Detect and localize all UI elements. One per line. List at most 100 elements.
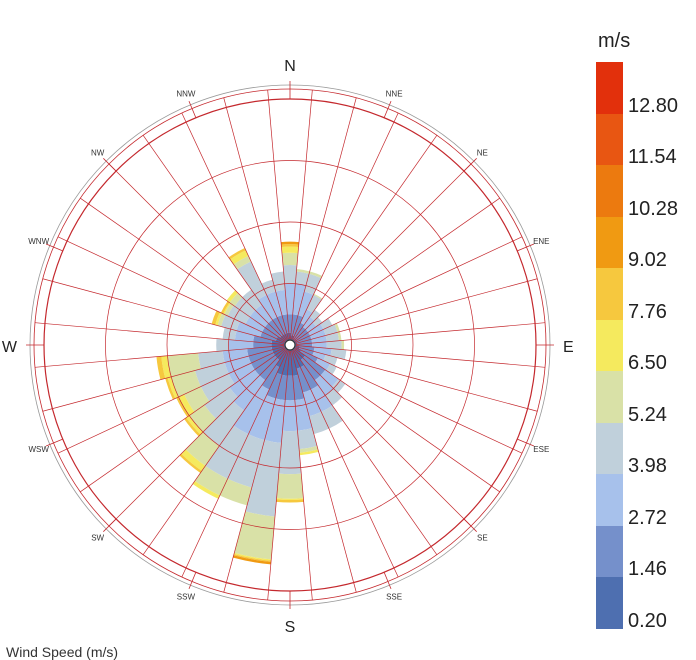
rose-wedge-s34-b2 [266,291,283,318]
rose-wedge-s0-b3 [283,265,297,284]
radial-gridline [295,346,538,412]
legend-label: 11.54 [628,146,677,169]
radial-gridline [57,347,285,454]
radial-gridline [80,197,286,342]
rose-wedge-s24-b6 [176,396,190,417]
legend-swatch [596,319,623,372]
rose-wedge-s26-b6 [156,356,166,380]
rose-wedge-s18-b6 [276,499,304,503]
rose-wedge-s29-b5 [215,312,222,326]
radial-gridline [292,112,399,340]
rose-wedge-s19-b4 [234,511,275,560]
rose-wedge-s13-b2 [320,369,339,387]
compass-label-wsw: WSW [28,445,49,454]
rose-wedge-s26-b5 [161,355,172,379]
rose-wedge-s25-b6 [165,377,176,400]
rose-wedge-s19-b7 [233,555,272,565]
rose-wedge-s21-b1 [261,365,280,390]
rose-wedge-s22-b5 [181,449,206,471]
rose-wedge-s5-b3 [312,317,323,327]
radial-gridline [294,197,500,342]
rose-wedge-s23-b2 [229,369,260,398]
compass-label-ssw: SSW [177,592,196,601]
rose-wedge-s9-b4 [341,340,345,350]
radial-gridline [142,135,287,341]
radial-gridline [108,348,287,527]
compass-tick [103,158,117,172]
rose-wedge-s28-b2 [234,330,255,342]
rose-wedge-s34-b1 [277,315,287,334]
rose-wedge-s19-b1 [275,374,288,401]
radial-gridline [293,348,472,527]
rose-wedge-s30-b4 [224,303,234,316]
compass-tick [463,518,477,532]
rose-wedge-s17-b5 [299,449,319,456]
rose-wedge-s16-b1 [296,367,311,393]
rose-wedge-s19-b3 [245,440,282,517]
rose-wedge-s23-b3 [204,387,238,419]
compass-tick [463,158,477,172]
compass-tick [45,243,63,252]
rose-wedge-s11-b1 [298,347,314,356]
radial-gridline [295,322,546,345]
rose-wedge-s32-b1 [268,319,283,337]
rose-wedge-s31-b3 [234,297,256,317]
compass-label-nne: NNE [386,90,403,99]
compass-label-sse: SSE [386,592,402,601]
rose-wedge-s8-b4 [337,331,342,341]
rose-wedge-s29-b4 [217,313,226,327]
rose-wedge-s0-b7 [281,241,299,245]
legend-swatch [596,62,623,114]
rose-wedge-s33-b2 [258,294,277,320]
rose-wedge-s18-b5 [276,498,304,500]
rose-wedge-s31-b5 [226,290,238,303]
frequency-ring [105,160,475,530]
radial-gridline [42,346,285,412]
rose-wedge-s29-b6 [211,310,220,325]
rose-wedge-s5-b2 [305,322,317,333]
rose-wedge-s2-b1 [292,315,303,337]
rose-wedge-s22-b2 [233,375,266,411]
legend-title: m/s [598,30,631,52]
rose-wedge-s21-b4 [194,465,228,496]
rose-wedge-s1-b2 [292,283,306,316]
legend-label: 12.80 [628,94,679,117]
rose-wedge-s14-b1 [300,358,321,381]
legend-label: 7.76 [628,300,667,323]
rose-wedge-s17-b1 [292,374,305,401]
rose-wedge-s4-b2 [302,316,315,330]
legend-swatch [596,422,623,475]
rose-wedge-s22-b1 [259,358,280,381]
compass-tick [517,243,535,252]
rose-wedge-s30-b1 [262,327,278,339]
rose-wedge-s3-b3 [306,294,322,313]
rose-wedge-s0-b4 [281,252,299,266]
radial-gridline [293,349,438,555]
rose-wedge-s20-b1 [266,372,283,399]
rose-wedge-s22-b3 [203,401,245,446]
frequency-ring [228,283,352,407]
rose-wedge-s15-b1 [300,365,319,390]
compass-label-nw: NW [91,149,105,158]
rose-wedge-s6-b1 [296,332,311,342]
rose-wedge-s25-b4 [171,370,201,397]
rose-wedge-s1-b1 [290,314,298,336]
legend-label: 1.46 [628,558,667,581]
rose-wedge-s12-b1 [300,350,318,363]
rose-wedge-s15-b2 [310,385,333,412]
rose-wedge-s2-b4 [309,271,323,279]
rose-wedge-s31-b4 [229,292,243,307]
radial-gridline [181,112,288,340]
compass-tick [383,572,392,590]
rose-wedge-s24-b1 [250,352,275,370]
rose-wedge-s8-b2 [311,335,327,344]
legend-label: 2.72 [628,506,667,529]
legend-swatch [596,268,623,321]
rose-wedge-s22-b6 [179,453,202,473]
rose-wedge-s25-b2 [224,356,251,374]
rose-wedge-s35-b1 [282,314,289,334]
rose-wedge-s18-b2 [282,400,298,432]
frequency-ring [166,221,414,469]
